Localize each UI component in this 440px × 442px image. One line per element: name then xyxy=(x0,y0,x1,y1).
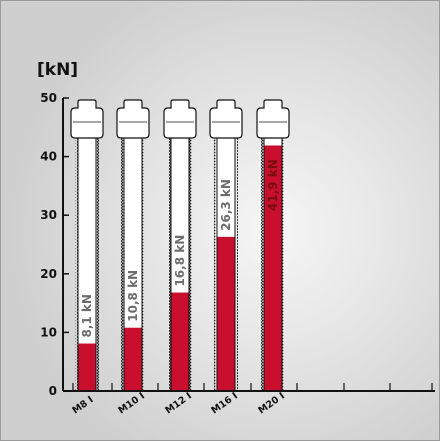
y-tick-label: 50 xyxy=(40,91,57,105)
y-tick-label: 10 xyxy=(40,325,57,339)
category-label: M10 I xyxy=(116,391,146,417)
thread-left xyxy=(168,138,171,391)
bolt-head xyxy=(163,99,197,139)
thread-left xyxy=(121,138,124,391)
bolt-2: 10,8 kN M10 I xyxy=(116,99,150,417)
y-tick-label: 40 xyxy=(40,150,57,164)
load-bar xyxy=(217,236,235,391)
axes-group: 0 10 20 30 40 50 xyxy=(40,91,435,398)
load-bar xyxy=(78,343,96,391)
bolt-head xyxy=(209,99,243,139)
load-bar xyxy=(124,327,142,391)
value-label: 16,8 kN xyxy=(173,235,187,287)
value-label: 10,8 kN xyxy=(126,270,140,322)
y-tick-label: 0 xyxy=(49,384,57,398)
thread-right xyxy=(235,138,238,391)
bolt-head xyxy=(70,99,104,139)
load-bar xyxy=(171,292,189,391)
y-tick-label: 20 xyxy=(40,267,57,281)
bolt-shaft xyxy=(78,138,96,391)
y-tick-label: 30 xyxy=(40,208,57,222)
thread-right xyxy=(142,138,145,391)
bars-group: 8,1 kN M8 I 10,8 kN M10 I 16,8 kN M12 I 26,3 k… xyxy=(70,99,290,417)
thread-right xyxy=(282,138,285,391)
category-label: M12 I xyxy=(163,391,193,417)
thread-left xyxy=(75,138,78,391)
bolt-head xyxy=(116,99,150,139)
thread-left xyxy=(214,138,217,391)
value-label: 8,1 kN xyxy=(80,294,94,337)
value-label: 41,9 kN xyxy=(266,159,280,211)
bolt-5: 41,9 kN M20 I xyxy=(256,99,290,417)
thread-left xyxy=(261,138,264,391)
load-bar xyxy=(264,145,282,391)
bolt-3: 16,8 kN M12 I xyxy=(163,99,197,417)
thread-right xyxy=(189,138,192,391)
thread-right xyxy=(96,138,99,391)
y-unit-label: [kN] xyxy=(37,60,78,80)
bolt-head xyxy=(256,99,290,139)
value-label: 26,3 kN xyxy=(219,179,233,231)
bolt-1: 8,1 kN M8 I xyxy=(70,99,104,416)
category-label: M20 I xyxy=(256,391,286,417)
bolt-4: 26,3 kN M16 I xyxy=(209,99,243,417)
category-label: M16 I xyxy=(209,391,239,417)
category-label: M8 I xyxy=(70,394,95,416)
